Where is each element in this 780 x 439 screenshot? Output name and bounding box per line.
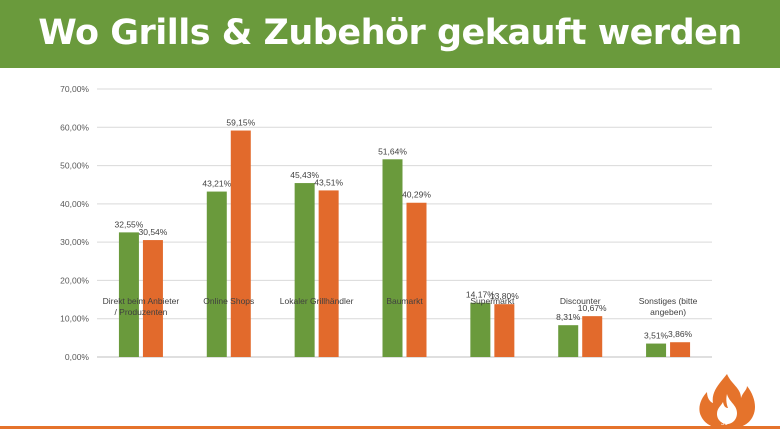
data-label: 3,86% xyxy=(668,329,693,339)
data-label: 14,17% xyxy=(466,290,495,300)
bar-osterreich xyxy=(294,183,315,357)
bar-deutschland xyxy=(406,202,427,357)
data-label: 45,43% xyxy=(290,170,319,180)
bar-chart: 0,00% 10,00% 20,00% 30,00% 40,00% 50,00% 60,00… xyxy=(60,84,712,362)
title-banner: Wo Grills & Zubehör gekauft werden xyxy=(0,0,780,68)
x-tick-label: Sonstiges (bitte xyxy=(639,296,698,306)
x-tick-label: Lokaler Grillhändler xyxy=(280,296,354,306)
x-tick-label: Supermarkt xyxy=(470,296,515,306)
data-label: 8,31% xyxy=(556,312,581,322)
y-tick-label: 30,00% xyxy=(60,237,89,247)
bar-osterreich xyxy=(382,159,403,357)
bar-deutschland xyxy=(582,316,603,357)
y-tick-label: 0,00% xyxy=(65,352,90,362)
bar-osterreich xyxy=(470,302,491,357)
bar-osterreich xyxy=(118,232,139,357)
footer-line xyxy=(0,426,780,429)
y-tick-label: 70,00% xyxy=(60,84,89,94)
y-tick-label: 60,00% xyxy=(60,122,89,132)
bar-deutschland xyxy=(142,240,163,357)
data-label: 59,15% xyxy=(226,118,255,128)
x-tick-label: angeben) xyxy=(650,307,686,317)
y-tick-label: 20,00% xyxy=(60,275,89,285)
data-label: 13,80% xyxy=(490,291,519,301)
y-tick-label: 50,00% xyxy=(60,161,89,171)
x-tick-label: Direkt beim Anbieter xyxy=(103,296,180,306)
x-tick-label: Baumarkt xyxy=(386,296,423,306)
bar-deutschland xyxy=(494,304,515,357)
page-number: 31 xyxy=(721,421,728,427)
bar-deutschland xyxy=(230,130,251,357)
data-label: 32,55% xyxy=(115,219,144,229)
bar-osterreich xyxy=(646,343,667,357)
x-tick-label: Discounter xyxy=(560,296,601,306)
y-tick-label: 10,00% xyxy=(60,314,89,324)
bar-osterreich xyxy=(558,325,579,357)
bar-deutschland xyxy=(670,342,691,357)
data-label: 40,29% xyxy=(402,190,431,200)
page-title: Wo Grills & Zubehör gekauft werden xyxy=(38,13,742,53)
flame-icon xyxy=(699,374,755,429)
x-tick-label: / Produzenten xyxy=(114,307,167,317)
bar-deutschland xyxy=(318,190,339,357)
data-label: 10,67% xyxy=(578,303,607,313)
data-label: 43,21% xyxy=(202,179,231,189)
data-label: 30,54% xyxy=(139,227,168,237)
data-label: 51,64% xyxy=(378,146,407,156)
data-label: 3,51% xyxy=(644,331,669,341)
bar-osterreich xyxy=(206,191,227,357)
data-label: 43,51% xyxy=(314,177,343,187)
x-tick-label: Online Shops xyxy=(203,296,254,306)
y-tick-label: 40,00% xyxy=(60,199,89,209)
